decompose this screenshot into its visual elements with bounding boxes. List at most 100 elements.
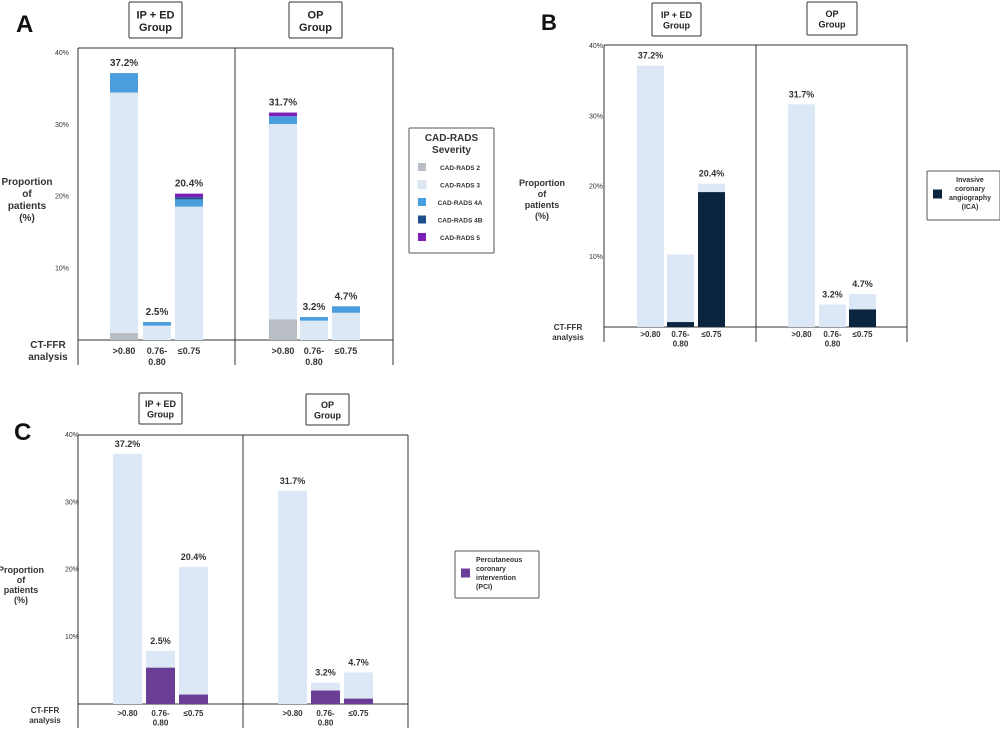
panel-a-y-axis-label: Proportion of patients (%)	[1, 177, 52, 224]
panel-a-group-box-op	[288, 1, 343, 39]
panel-a-y-tick-label: 30%	[55, 122, 69, 129]
panel-a-letter: A	[16, 11, 33, 38]
panel-c-category-label: >0.80	[117, 709, 138, 718]
panel-a-data-label: 20.4%	[175, 179, 203, 190]
panel-c-bar-pci	[344, 698, 373, 704]
panel-b-group-box-ip-ed	[651, 2, 702, 37]
panel-c-data-label: 20.4%	[181, 552, 207, 562]
panel-c-category-label: ≤0.75	[349, 709, 370, 718]
panel-c-y-tick-label: 20%	[65, 567, 79, 574]
panel-a-bar-segment-cad-rads-5	[269, 112, 297, 117]
panel-a-bar-segment-cad-rads-4a	[300, 317, 328, 321]
panel-a-data-label: 31.7%	[269, 98, 297, 109]
legend-item-label: CAD-RADS 5	[440, 235, 480, 242]
panel-a-category-label: >0.80	[113, 346, 136, 356]
panel-b-y-axis-label: Proportion of patients (%)	[519, 178, 565, 221]
panel-c-category-label: ≤0.75	[184, 709, 205, 718]
panel-c-y-axis-label: Proportion of patients (%)	[0, 565, 44, 605]
panel-a-category-label: 0.76-0.80	[304, 346, 325, 367]
panel-a-group-label-ip-ed: IP + ED Group	[136, 9, 174, 34]
panel-b-bar-ica	[667, 322, 694, 327]
panel-a-legend-title: CAD-RADS Severity	[425, 133, 479, 156]
panel-a-data-label: 2.5%	[146, 307, 169, 318]
panel-b-category-label: 0.76-0.80	[823, 330, 842, 349]
panel-b-bar-total	[788, 104, 815, 328]
panel-a-bar-segment-cad-rads-4a	[332, 306, 360, 313]
panel-c-data-label: 4.7%	[348, 657, 369, 667]
panel-c-bar-total	[179, 566, 208, 704]
panel-a-bar-segment-cad-rads-2	[110, 332, 138, 340]
panel-a-data-label: 37.2%	[110, 58, 138, 69]
panel-c-data-label: 31.7%	[280, 476, 306, 486]
legend-swatch-cad-rads-4b	[418, 215, 426, 224]
panel-b-y-tick-label: 10%	[589, 254, 603, 261]
panel-b-category-label: ≤0.75	[853, 330, 874, 339]
panel-b-category-label: ≤0.75	[702, 330, 723, 339]
panel-c-legend-label: Percutaneous coronary intervention (PCI)	[476, 557, 522, 591]
panel-b-bar-total	[667, 254, 694, 327]
panel-a-data-label: 3.2%	[303, 302, 326, 313]
panel-b-bar-total	[637, 65, 664, 328]
panel-c-bar-total	[113, 453, 142, 704]
panel-c-group-box-op	[305, 393, 350, 426]
panel-a-bar-segment-cad-rads-4a	[175, 199, 203, 207]
panel-a-y-tick-label: 20%	[55, 194, 69, 201]
legend-item-label: CAD-RADS 3	[440, 183, 480, 190]
panel-a-group-box-ip-ed	[128, 1, 183, 39]
legend-swatch-cad-rads-3	[417, 180, 427, 189]
panel-a-bar-segment-cad-rads-3	[143, 325, 171, 340]
panel-a-y-tick-label: 40%	[55, 50, 69, 57]
panel-a-bar-segment-cad-rads-3	[110, 92, 138, 333]
panel-c-group-box-ip-ed	[138, 392, 183, 425]
panel-b-x-axis-label: CT-FFR analysis	[552, 323, 584, 342]
panel-b-data-label: 37.2%	[638, 51, 664, 61]
legend-swatch-cad-rads-4a	[418, 198, 426, 206]
legend-item-label: CAD-RADS 2	[440, 165, 480, 172]
legend-item-label: CAD-RADS 4B	[438, 218, 483, 225]
panel-c-y-tick-label: 40%	[65, 432, 79, 439]
panel-a-category-label: ≤0.75	[178, 346, 200, 356]
panel-a-bar-segment-cad-rads-2	[269, 319, 297, 340]
panel-b-legend-label: Invasive coronary angiography (ICA)	[949, 177, 991, 211]
panel-b-group-label-ip-ed: IP + ED Group	[661, 10, 693, 30]
panel-c-legend-box	[454, 550, 540, 599]
panel-a-bar-segment-cad-rads-4a	[110, 73, 138, 93]
panel-b-category-label: >0.80	[640, 330, 661, 339]
panel-c-letter: C	[14, 419, 31, 446]
panel-a-bar-segment-cad-rads-4a	[143, 322, 171, 326]
panel-c-group-label-ip-ed: IP + ED Group	[145, 399, 177, 419]
panel-b-y-tick-label: 20%	[589, 184, 603, 191]
panel-c-data-label: 2.5%	[150, 636, 171, 646]
panel-c-bar-pci	[146, 667, 175, 704]
panel-b-legend-swatch	[933, 189, 942, 199]
panel-a-bar-segment-cad-rads-5	[175, 193, 203, 198]
legend-item-label: CAD-RADS 4A	[438, 200, 483, 207]
panel-c-category-label: >0.80	[282, 709, 303, 718]
panel-b-category-label: >0.80	[791, 330, 812, 339]
panel-c-category-label: 0.76-0.80	[151, 709, 170, 728]
panel-a-bar-segment-cad-rads-4a	[269, 116, 297, 125]
panel-b-y-tick-label: 40%	[589, 43, 603, 50]
panel-c-x-axis-label: CT-FFR analysis	[29, 706, 61, 725]
panel-a-x-axis-label: CT-FFR analysis	[28, 340, 68, 363]
panel-b-group-label-op: OP Group	[819, 9, 846, 29]
panel-a-legend-box	[408, 127, 495, 254]
panel-c-data-label: 3.2%	[315, 667, 336, 677]
panel-a-bar-segment-cad-rads-3	[175, 206, 203, 340]
panel-a-category-label: 0.76-0.80	[147, 346, 168, 367]
legend-swatch-cad-rads-2	[418, 163, 426, 171]
panel-c-bar-pci	[311, 690, 340, 704]
panel-c-y-tick-label: 30%	[65, 499, 79, 506]
panel-a-bar-segment-cad-rads-3	[269, 124, 297, 320]
panel-b-bar-total	[819, 304, 846, 327]
panel-b-legend-box	[926, 170, 1000, 221]
panel-b-category-label: 0.76-0.80	[671, 330, 690, 349]
panel-b-y-tick-label: 30%	[589, 113, 603, 120]
panel-a-bar-segment-cad-rads-4b	[175, 197, 203, 200]
panel-b-data-label: 31.7%	[789, 89, 815, 99]
legend-swatch-cad-rads-5	[418, 233, 426, 241]
panel-a-bar-segment-cad-rads-3	[332, 312, 360, 340]
panel-b-data-label: 3.2%	[822, 290, 843, 300]
panel-c-bar-pci	[179, 694, 208, 704]
